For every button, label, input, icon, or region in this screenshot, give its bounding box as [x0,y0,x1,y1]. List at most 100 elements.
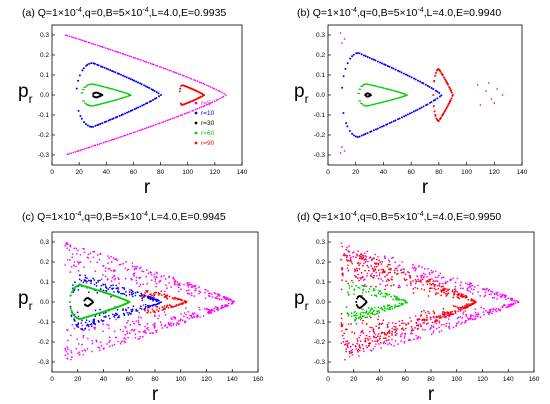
data-marks [339,32,504,154]
data-point [442,282,444,285]
data-point [165,296,168,299]
data-point [416,324,418,327]
series-blue [69,274,163,330]
data-point [375,258,378,261]
data-point [363,278,366,281]
data-point [472,303,474,306]
y-tick-label: -0.2 [38,339,50,346]
data-point [177,290,180,293]
data-point [126,322,128,324]
data-point [491,312,493,315]
data-point [397,286,400,289]
data-point [151,63,154,65]
data-point [81,350,84,352]
data-point [395,329,398,332]
data-point [89,260,92,263]
data-point [132,273,135,275]
data-point [401,319,404,322]
data-point [123,314,126,317]
data-point [107,68,110,71]
y-tick-label: -0.3 [38,152,50,159]
data-point [387,263,389,266]
series-black [355,295,368,309]
data-point [177,320,180,322]
data-point [405,301,408,304]
data-point [77,352,79,355]
data-point [345,340,347,343]
data-point [366,272,369,275]
data-point [347,323,350,326]
data-point [357,92,360,95]
data-point [378,259,380,262]
data-point [469,290,472,293]
data-point [420,288,423,290]
data-point [414,315,417,317]
data-point [491,291,494,293]
data-point [464,296,467,299]
data-point [69,271,72,274]
data-point [411,266,414,269]
data-point [389,271,391,274]
data-point [196,80,199,83]
data-point [142,270,145,273]
data-point [342,111,345,114]
data-point [393,271,396,274]
data-point [80,279,83,282]
x-tick-label: 140 [517,169,528,176]
data-point [114,277,117,280]
data-point [155,305,157,308]
data-point [122,292,124,295]
data-point [79,39,82,41]
data-point [231,300,234,303]
data-point [174,298,176,300]
data-point [442,307,445,310]
series-blue [75,62,162,128]
data-point [341,334,344,337]
data-point [91,105,95,107]
data-point [499,309,502,311]
data-point [401,322,403,325]
data-point [102,319,105,322]
data-point [152,299,154,302]
data-point [111,69,114,72]
data-point [434,270,437,272]
data-point [410,320,412,322]
data-point [164,290,166,293]
data-point [348,251,351,253]
data-point [380,263,383,265]
data-point [371,311,373,314]
data-point [159,292,161,295]
data-point [388,307,391,310]
data-point [64,349,67,351]
data-point [387,343,389,346]
data-point [85,319,88,321]
data-point [112,70,115,73]
data-point [107,262,109,265]
data-point [345,259,348,261]
data-point [379,61,382,64]
data-point [116,98,119,101]
data-point [180,288,182,291]
y-tick-label: 0.3 [316,32,325,39]
data-marks [64,242,235,361]
data-point [86,63,89,66]
data-point [370,285,372,288]
data-point [181,303,183,305]
data-point [135,308,138,311]
panel-a: (a) Q=1×10-4,q=0,B=5×10-4,L=4.0,E=0.9935… [18,7,248,198]
data-point [397,343,400,346]
data-point [499,293,501,296]
data-point [82,100,85,102]
data-point [160,66,163,69]
x-tick-label: 40 [380,169,388,176]
data-point [416,287,419,290]
data-point [107,288,110,291]
data-point [411,333,413,335]
data-point [87,337,89,340]
data-point [424,312,427,314]
data-point [368,311,370,314]
data-point [170,323,172,325]
data-point [467,286,470,289]
data-point [488,313,491,315]
data-point [373,257,375,260]
